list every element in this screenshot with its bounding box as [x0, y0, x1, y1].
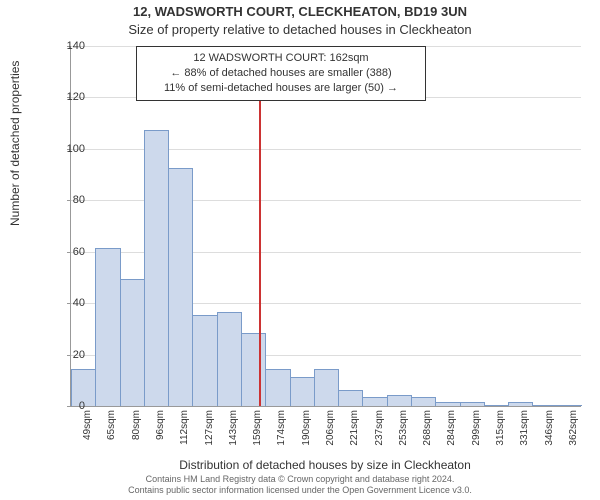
- info-line-1: 12 WADSWORTH COURT: 162sqm: [145, 51, 417, 66]
- x-tick-label: 49sqm: [82, 410, 93, 452]
- x-tick-label: 127sqm: [204, 410, 215, 452]
- x-tick-label: 221sqm: [349, 410, 360, 452]
- histogram-bar: [484, 405, 509, 406]
- x-tick-label: 159sqm: [252, 410, 263, 452]
- y-tick-label: 120: [45, 91, 85, 103]
- x-tick-label: 190sqm: [301, 410, 312, 452]
- histogram-bar: [411, 397, 436, 406]
- histogram-bar: [532, 405, 557, 406]
- histogram-bar: [217, 312, 242, 406]
- title-main: 12, WADSWORTH COURT, CLECKHEATON, BD19 3…: [0, 4, 600, 19]
- info-line-3: 11% of semi-detached houses are larger (…: [145, 81, 417, 96]
- y-tick-label: 0: [45, 400, 85, 412]
- histogram-bar: [460, 402, 485, 406]
- y-tick-label: 140: [45, 40, 85, 52]
- histogram-bar: [435, 402, 460, 406]
- histogram-bar: [557, 405, 582, 406]
- x-tick-label: 253sqm: [398, 410, 409, 452]
- histogram-bar: [168, 168, 193, 406]
- x-tick-label: 362sqm: [568, 410, 579, 452]
- x-tick-label: 206sqm: [325, 410, 336, 452]
- histogram-bar: [387, 395, 412, 406]
- x-tick-label: 174sqm: [276, 410, 287, 452]
- title-sub: Size of property relative to detached ho…: [0, 22, 600, 37]
- x-tick-label: 346sqm: [544, 410, 555, 452]
- x-axis-label: Distribution of detached houses by size …: [70, 458, 580, 472]
- histogram-bar: [362, 397, 387, 406]
- x-tick-label: 237sqm: [374, 410, 385, 452]
- info-line-2: ← 88% of detached houses are smaller (38…: [145, 66, 417, 81]
- footer-attribution: Contains HM Land Registry data © Crown c…: [0, 474, 600, 497]
- x-tick-label: 284sqm: [446, 410, 457, 452]
- x-tick-label: 299sqm: [471, 410, 482, 452]
- x-tick-label: 268sqm: [422, 410, 433, 452]
- histogram-bar: [265, 369, 290, 406]
- x-tick-label: 143sqm: [228, 410, 239, 452]
- y-axis-label: Number of detached properties: [8, 61, 22, 226]
- info-box: 12 WADSWORTH COURT: 162sqm← 88% of detac…: [136, 46, 426, 101]
- x-tick-label: 315sqm: [495, 410, 506, 452]
- y-tick-label: 20: [45, 349, 85, 361]
- footer-line-1: Contains HM Land Registry data © Crown c…: [146, 474, 455, 484]
- y-tick-label: 100: [45, 143, 85, 155]
- x-tick-label: 65sqm: [106, 410, 117, 452]
- x-tick-label: 96sqm: [155, 410, 166, 452]
- y-tick-label: 40: [45, 297, 85, 309]
- y-tick-label: 80: [45, 194, 85, 206]
- y-tick-label: 60: [45, 246, 85, 258]
- histogram-bar: [508, 402, 533, 406]
- x-tick-label: 80sqm: [131, 410, 142, 452]
- histogram-bar: [290, 377, 315, 406]
- histogram-bar: [338, 390, 363, 406]
- footer-line-2: Contains public sector information licen…: [128, 485, 472, 495]
- histogram-bar: [241, 333, 266, 406]
- histogram-bar: [144, 130, 169, 406]
- histogram-bar: [314, 369, 339, 406]
- histogram-bar: [192, 315, 217, 406]
- histogram-bar: [95, 248, 120, 406]
- histogram-bar: [120, 279, 145, 406]
- x-tick-label: 331sqm: [519, 410, 530, 452]
- x-tick-label: 112sqm: [179, 410, 190, 452]
